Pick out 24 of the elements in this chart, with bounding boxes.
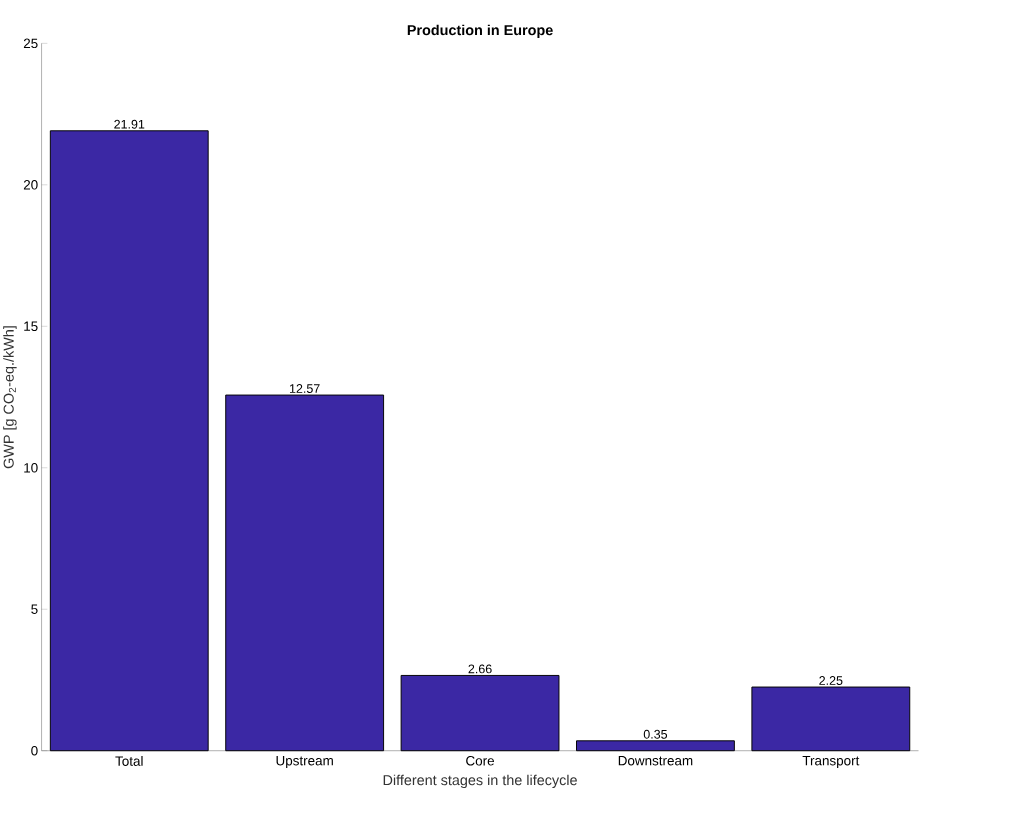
chart-title: Production in Europe: [407, 24, 553, 39]
data-label: 21.91: [114, 119, 145, 129]
x-tick-label: Upstream: [276, 756, 333, 769]
y-tick-label: 5: [31, 604, 38, 614]
bar: [576, 740, 735, 752]
y-tick-label: 25: [23, 38, 38, 49]
y-tick-label: 0: [31, 746, 38, 756]
y-tick-label: 15: [24, 321, 38, 332]
x-axis-title: Different stages in the lifecycle: [383, 774, 577, 789]
y-tick-label: 20: [23, 180, 38, 190]
bar: [49, 130, 209, 752]
data-label: 12.57: [289, 384, 320, 393]
data-label: 0.35: [643, 729, 668, 739]
x-tick-label: Total: [115, 756, 143, 766]
data-label: 2.25: [819, 676, 843, 685]
bar: [751, 686, 911, 752]
x-tick-label: Downstream: [618, 756, 693, 766]
bar: [400, 675, 560, 752]
x-tick-label: Transport: [802, 756, 860, 769]
y-axis-title: GWP [g CO$_{2}$-eq./kWh]: [3, 326, 17, 469]
data-label: 2.66: [468, 664, 492, 674]
y-tick-label: 10: [24, 463, 38, 473]
x-tick-label: Core: [466, 756, 495, 766]
bar: [225, 394, 385, 752]
